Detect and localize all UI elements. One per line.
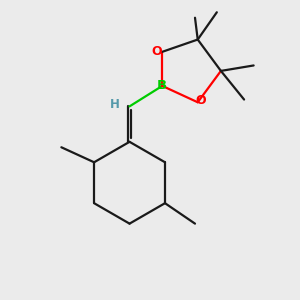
Text: O: O bbox=[195, 94, 206, 106]
Text: H: H bbox=[110, 98, 119, 112]
Text: B: B bbox=[157, 80, 167, 92]
Text: O: O bbox=[151, 45, 162, 58]
